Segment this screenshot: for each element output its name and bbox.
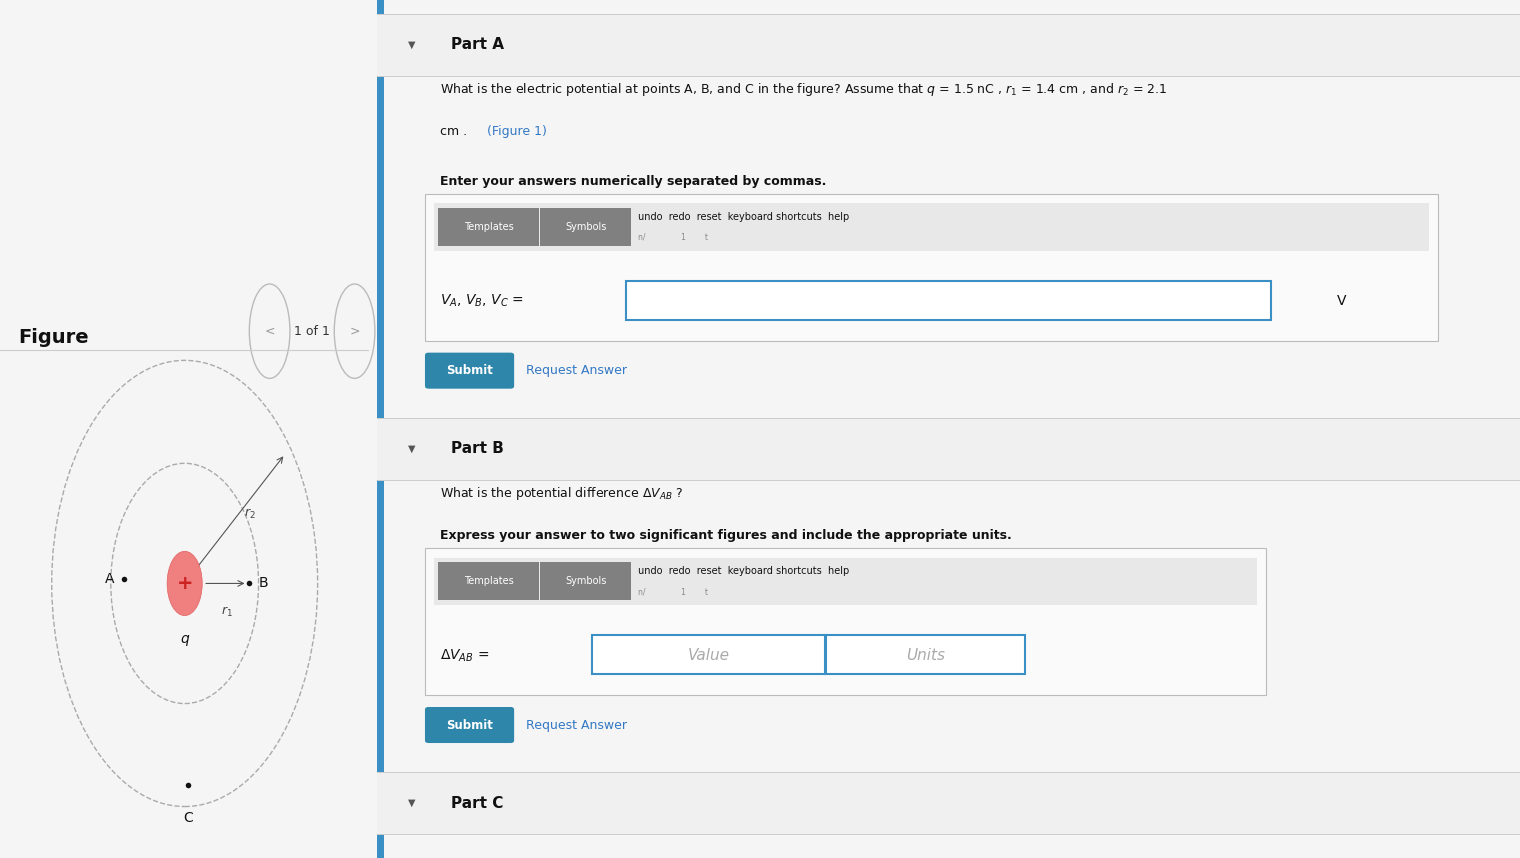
Text: undo  redo  reset  keyboard shortcuts  help: undo redo reset keyboard shortcuts help (637, 212, 848, 221)
FancyBboxPatch shape (541, 208, 631, 246)
FancyBboxPatch shape (626, 281, 1271, 320)
Text: ▼: ▼ (407, 444, 415, 454)
FancyBboxPatch shape (377, 418, 1520, 480)
FancyBboxPatch shape (438, 563, 540, 601)
FancyBboxPatch shape (426, 353, 514, 389)
Text: $r_2$: $r_2$ (245, 507, 255, 522)
Ellipse shape (167, 551, 202, 616)
Text: $\Delta V_{AB}$ =: $\Delta V_{AB}$ = (439, 647, 489, 664)
Text: V: V (1338, 294, 1347, 308)
Text: <: < (264, 324, 275, 338)
Text: ▼: ▼ (407, 798, 415, 808)
FancyBboxPatch shape (426, 707, 514, 743)
Text: >: > (350, 324, 360, 338)
Text: Figure: Figure (18, 328, 90, 347)
Text: 1 of 1: 1 of 1 (295, 324, 330, 338)
FancyBboxPatch shape (426, 548, 1266, 695)
FancyBboxPatch shape (377, 772, 1520, 834)
Text: cm .: cm . (439, 125, 471, 138)
Text: Enter your answers numerically separated by commas.: Enter your answers numerically separated… (439, 175, 827, 188)
Text: Templates: Templates (464, 577, 514, 586)
Text: B: B (258, 577, 268, 590)
FancyBboxPatch shape (438, 208, 540, 246)
Text: Request Answer: Request Answer (526, 718, 626, 732)
Text: $q$: $q$ (179, 633, 190, 648)
Text: Request Answer: Request Answer (526, 364, 626, 378)
Text: A: A (105, 572, 114, 586)
Text: Express your answer to two significant figures and include the appropriate units: Express your answer to two significant f… (439, 529, 1012, 542)
Text: +: + (176, 574, 193, 593)
Text: ▼: ▼ (407, 39, 415, 50)
Text: n/               1        t: n/ 1 t (637, 587, 708, 596)
FancyBboxPatch shape (377, 14, 1520, 76)
Text: Symbols: Symbols (565, 577, 606, 586)
Text: $r_1$: $r_1$ (222, 605, 233, 619)
FancyBboxPatch shape (541, 563, 631, 601)
Text: Part A: Part A (451, 37, 505, 52)
Text: n/               1        t: n/ 1 t (637, 233, 708, 242)
Text: What is the potential difference $\Delta V_{AB}$ ?: What is the potential difference $\Delta… (439, 485, 682, 502)
Text: Templates: Templates (464, 222, 514, 232)
Text: C: C (184, 811, 193, 825)
FancyBboxPatch shape (435, 558, 1257, 605)
FancyBboxPatch shape (377, 0, 385, 858)
Text: undo  redo  reset  keyboard shortcuts  help: undo redo reset keyboard shortcuts help (637, 566, 848, 576)
Text: Submit: Submit (445, 364, 492, 378)
FancyBboxPatch shape (426, 194, 1438, 341)
Text: Units: Units (906, 648, 945, 663)
Text: Submit: Submit (445, 718, 492, 732)
Text: Part B: Part B (451, 441, 505, 456)
Text: Value: Value (687, 648, 730, 663)
Text: $V_A$, $V_B$, $V_C$ =: $V_A$, $V_B$, $V_C$ = (439, 293, 524, 310)
Text: (Figure 1): (Figure 1) (486, 125, 547, 138)
Text: What is the electric potential at points A, B, and C in the figure? Assume that : What is the electric potential at points… (439, 81, 1167, 98)
FancyBboxPatch shape (435, 203, 1429, 251)
FancyBboxPatch shape (591, 635, 825, 674)
Text: Symbols: Symbols (565, 222, 606, 232)
FancyBboxPatch shape (827, 635, 1024, 674)
Text: Part C: Part C (451, 795, 503, 811)
